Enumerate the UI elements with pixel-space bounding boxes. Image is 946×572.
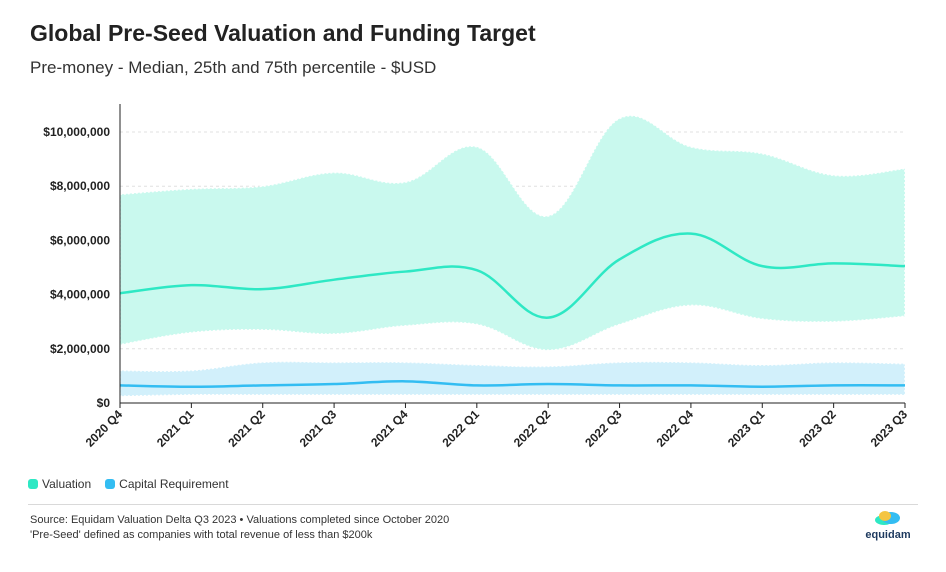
y-tick-label: $10,000,000 (43, 125, 110, 139)
source-line-2: 'Pre-Seed' defined as companies with tot… (30, 529, 373, 541)
legend-item-valuation[interactable]: Valuation (28, 477, 91, 491)
chart-title: Global Pre-Seed Valuation and Funding Ta… (30, 20, 536, 46)
x-tick-label: 2023 Q1 (725, 407, 768, 450)
x-tick-label: 2022 Q3 (582, 407, 625, 450)
cloud-logo-icon (875, 511, 900, 525)
median-line-capital-requirement (119, 380, 906, 388)
y-tick-label: $8,000,000 (50, 179, 110, 193)
x-tick-label: 2023 Q2 (796, 407, 839, 450)
x-tick-label: 2023 Q3 (868, 407, 911, 450)
x-tick-label: 2021 Q3 (297, 407, 340, 450)
legend-label-capital-requirement: Capital Requirement (119, 477, 229, 491)
y-tick-label: $6,000,000 (50, 233, 110, 247)
source-line-1: Source: Equidam Valuation Delta Q3 2023 … (30, 514, 450, 526)
x-tick-label: 2021 Q4 (368, 407, 411, 450)
footer-divider (28, 504, 918, 505)
legend: Valuation Capital Requirement (28, 477, 229, 491)
logo-text: equidam (865, 529, 911, 541)
chart-area: $0 $2,000,000 $4,000,000 $6,000,000 $8,000,0… (43, 104, 911, 450)
legend-swatch-valuation (28, 479, 38, 489)
band-valuation (119, 115, 906, 351)
x-tick-label: 2022 Q1 (439, 407, 482, 450)
x-tick-label: 2022 Q2 (511, 407, 554, 450)
x-tick-label: 2020 Q4 (83, 407, 126, 450)
source-note: Source: Equidam Valuation Delta Q3 2023 … (30, 513, 449, 543)
legend-item-capital-requirement[interactable]: Capital Requirement (105, 477, 229, 491)
y-tick-label: $4,000,000 (50, 288, 110, 302)
equidam-logo: equidam (858, 510, 918, 541)
chart-subtitle: Pre-money - Median, 25th and 75th percen… (30, 58, 437, 77)
x-tick-label: 2021 Q2 (225, 407, 268, 450)
median-line-valuation (119, 232, 906, 319)
legend-swatch-capital-requirement (105, 479, 116, 489)
band-capital-requirement (119, 360, 906, 397)
x-tick-label: 2021 Q1 (154, 407, 197, 450)
y-tick-label: $0 (97, 396, 111, 410)
legend-label-valuation: Valuation (42, 477, 92, 491)
y-tick-label: $2,000,000 (50, 342, 110, 356)
x-tick-label: 2022 Q4 (654, 407, 697, 450)
